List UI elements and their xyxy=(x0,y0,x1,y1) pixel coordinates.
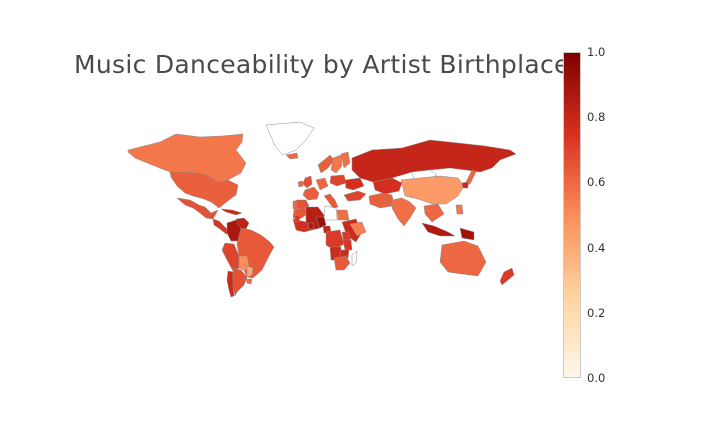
colorbar xyxy=(563,52,581,378)
region-france xyxy=(302,186,320,201)
region-portugal xyxy=(292,200,298,211)
colorbar-tick-label: 0.6 xyxy=(587,175,606,190)
colorbar-tick-label: 0.0 xyxy=(587,371,606,385)
region-new-zealand xyxy=(499,267,515,286)
region-argentina xyxy=(232,267,248,297)
region-egypt xyxy=(336,209,350,221)
region-sweden xyxy=(330,154,343,174)
land-layer xyxy=(127,121,517,298)
region-south-africa xyxy=(333,255,351,271)
region-germany xyxy=(315,177,329,191)
region-tanzania xyxy=(342,239,353,251)
region-china xyxy=(400,175,465,205)
region-ukraine xyxy=(344,177,365,191)
region-turkey xyxy=(343,190,367,202)
region-south-korea xyxy=(461,181,469,189)
region-madagascar xyxy=(351,250,358,267)
region-united-kingdom xyxy=(302,175,313,189)
region-australia xyxy=(439,240,487,277)
region-mali xyxy=(292,218,313,233)
colorbar-tick-label: 0.2 xyxy=(587,305,606,320)
region-zambia xyxy=(339,249,350,259)
region-caribbean xyxy=(220,208,243,216)
region-nigeria xyxy=(315,216,327,229)
region-ghana xyxy=(307,222,315,230)
colorbar-tick-label: 1.0 xyxy=(587,45,606,59)
region-india xyxy=(391,197,417,227)
region-canada xyxy=(127,133,247,183)
colorbar-tick-label: 0.8 xyxy=(587,110,606,125)
region-ethiopia xyxy=(349,221,367,237)
region-uruguay xyxy=(245,278,253,285)
region-libya xyxy=(323,205,338,221)
region-kazakhstan xyxy=(372,177,403,195)
region-indonesia xyxy=(421,222,456,237)
region-brazil xyxy=(236,227,275,279)
map-title: Music Danceability by Artist Birthplace xyxy=(74,50,570,79)
region-paraguay xyxy=(246,265,254,278)
region-greenland xyxy=(265,121,315,156)
region-pakistan xyxy=(382,192,394,206)
region-poland xyxy=(329,174,347,187)
region-papua-new-guinea xyxy=(459,227,475,241)
region-peru xyxy=(221,242,240,272)
region-norway xyxy=(317,154,335,174)
region-southeast-asia xyxy=(423,203,445,223)
region-united-states xyxy=(169,171,239,209)
region-philippines xyxy=(455,204,464,215)
region-iceland xyxy=(285,152,299,160)
region-italy xyxy=(323,193,339,209)
colorbar-tick-label: 0.4 xyxy=(587,240,606,255)
region-senegal xyxy=(294,214,301,223)
region-finland xyxy=(340,151,351,169)
region-mexico xyxy=(176,197,219,220)
region-ireland xyxy=(297,180,304,188)
